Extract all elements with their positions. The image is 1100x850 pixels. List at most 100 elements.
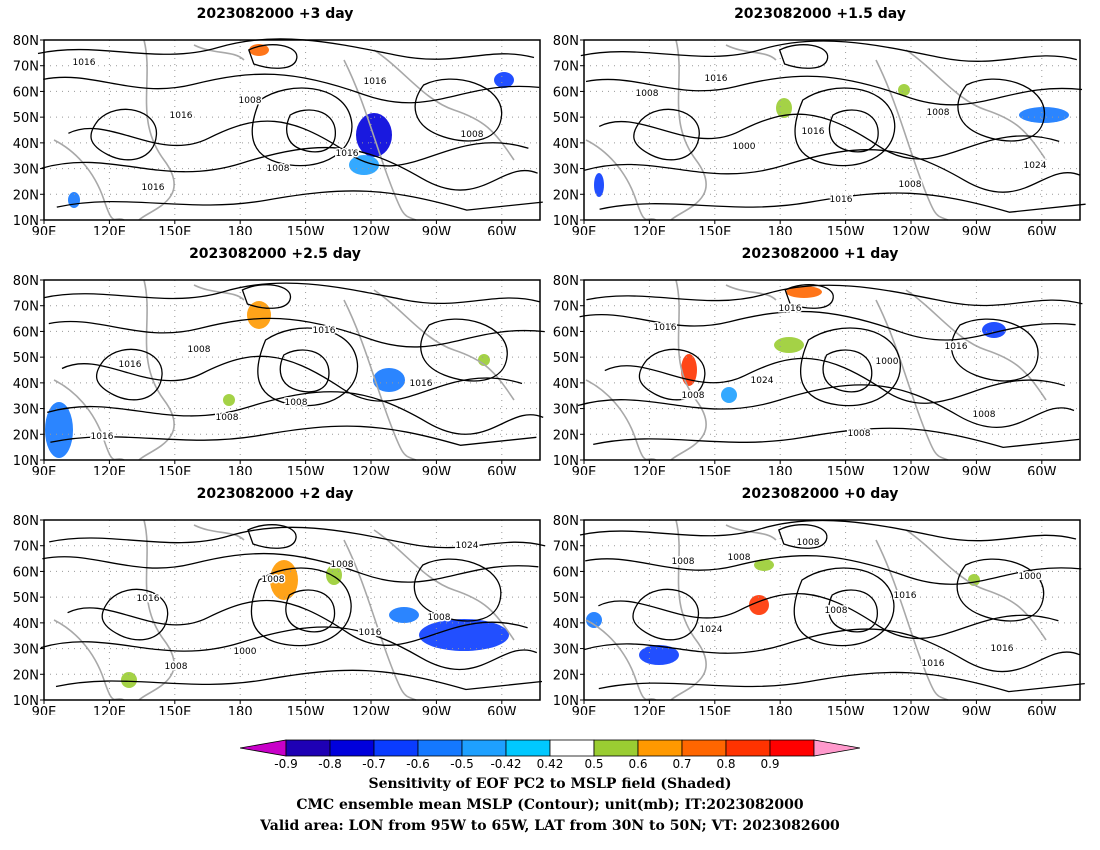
contour-label: 1008 bbox=[825, 606, 848, 616]
lon-tick-label: 150W bbox=[827, 705, 865, 715]
contour-label: 1008 bbox=[672, 557, 695, 567]
coastline bbox=[725, 44, 777, 61]
sensitivity-shading bbox=[586, 612, 602, 628]
mslp-contour bbox=[778, 44, 829, 69]
mslp-contour bbox=[42, 552, 539, 583]
map-frame bbox=[43, 39, 541, 221]
sensitivity-shading bbox=[270, 560, 298, 600]
contour-label: 1016 bbox=[894, 591, 917, 601]
coastline bbox=[138, 279, 175, 461]
map-area: 1016 1008 1016 1016 1016 1008 1008 bbox=[43, 279, 545, 461]
contour-label: 1016 bbox=[830, 195, 853, 205]
colorbar-segment bbox=[725, 739, 771, 757]
lat-tick-label: 30N bbox=[553, 403, 579, 418]
lon-tick-label: 60W bbox=[1027, 705, 1057, 715]
lon-tick-label: 150E bbox=[698, 705, 731, 715]
sensitivity-shading bbox=[786, 286, 822, 298]
panel-title: 2023082000 +1 day bbox=[741, 246, 899, 262]
colorbar-label: -0.7 bbox=[362, 757, 386, 771]
lon-tick-label: 90E bbox=[32, 705, 57, 715]
contour-label: 1016 bbox=[922, 659, 945, 669]
colorbar-label: -0.5 bbox=[450, 757, 474, 771]
lat-tick-label: 20N bbox=[13, 428, 39, 443]
coastline bbox=[193, 44, 245, 61]
mslp-contour bbox=[286, 109, 336, 153]
lon-tick-label: 120W bbox=[352, 225, 390, 235]
contour-label: 1016 bbox=[654, 323, 677, 333]
mslp-contour bbox=[584, 149, 1081, 193]
lon-tick-label: 60W bbox=[487, 225, 517, 235]
mslp-contour bbox=[777, 524, 828, 549]
coastline bbox=[373, 529, 515, 641]
mslp-contour bbox=[585, 555, 1082, 585]
mslp-contour bbox=[957, 78, 1046, 142]
lon-tick-label: 180 bbox=[228, 465, 253, 475]
sensitivity-shading bbox=[494, 72, 514, 88]
sensitivity-shading bbox=[594, 173, 604, 197]
mslp-contour bbox=[241, 284, 292, 309]
contour-label: 1000 bbox=[234, 647, 257, 657]
contour-label: 1016 bbox=[802, 127, 825, 137]
lon-tick-label: 120E bbox=[93, 225, 126, 235]
mslp-contour bbox=[43, 73, 540, 104]
contour-label: 1008 bbox=[267, 164, 290, 174]
lon-tick-label: 150E bbox=[698, 225, 731, 235]
mslp-contour bbox=[90, 108, 158, 161]
lon-tick-label: 180 bbox=[228, 225, 253, 235]
sensitivity-shading bbox=[721, 387, 737, 403]
mslp-contour bbox=[43, 282, 540, 305]
panel-title: 2023082000 +2 day bbox=[196, 486, 354, 502]
lat-tick-label: 30N bbox=[13, 643, 39, 658]
lat-tick-label: 20N bbox=[13, 188, 39, 203]
mslp-contour bbox=[632, 588, 700, 641]
map-area: 1016 1016 1008 1016 1008 1016 1008 1016 bbox=[37, 38, 543, 221]
lat-tick-label: 10N bbox=[553, 454, 579, 469]
contour-label: 1008 bbox=[728, 553, 751, 563]
lon-tick-label: 60W bbox=[1027, 225, 1057, 235]
mslp-contour bbox=[586, 284, 1083, 307]
contour-label: 1000 bbox=[876, 357, 899, 367]
coastline bbox=[138, 519, 175, 701]
mslp-contour bbox=[638, 348, 706, 401]
lat-tick-label: 50N bbox=[553, 351, 579, 366]
colorbar-segment bbox=[505, 739, 551, 757]
lat-tick-label: 70N bbox=[553, 60, 579, 75]
colorbar-max-triangle bbox=[813, 739, 860, 757]
colorbar-label: 0.8 bbox=[716, 757, 736, 771]
lat-tick-label: 10N bbox=[13, 694, 39, 709]
lat-tick-label: 60N bbox=[553, 325, 579, 340]
coastline bbox=[905, 49, 1047, 161]
mslp-contour bbox=[420, 318, 508, 382]
mslp-contour bbox=[604, 357, 1065, 404]
mslp-contour bbox=[101, 588, 169, 641]
lat-tick-label: 10N bbox=[553, 214, 579, 229]
lon-tick-label: 180 bbox=[768, 225, 793, 235]
lon-tick-label: 90W bbox=[422, 465, 452, 475]
map-plot: 1016 1008 1016 1016 1016 1008 1008 80N 70N 60N 50N… bbox=[13, 274, 545, 475]
map-area: 1008 1008 1016 1024 1016 1000 1008 1008 bbox=[40, 519, 546, 701]
sensitivity-shading bbox=[121, 672, 137, 688]
mslp-contour bbox=[598, 671, 1085, 693]
lon-tick-label: 120W bbox=[892, 225, 930, 235]
mslp-contour bbox=[956, 558, 1045, 622]
lat-tick-label: 70N bbox=[13, 60, 39, 75]
mslp-contour bbox=[250, 567, 352, 647]
colorbar-label: 0.9 bbox=[760, 757, 780, 771]
lon-tick-label: 120E bbox=[633, 705, 666, 715]
mslp-contour bbox=[828, 109, 879, 153]
sensitivity-shading bbox=[389, 607, 419, 623]
colorbar-label: 0.42 bbox=[536, 757, 564, 771]
contour-label: 1016 bbox=[91, 432, 114, 442]
panel-title: 2023082000 +1.5 day bbox=[734, 6, 906, 22]
mslp-contour bbox=[828, 589, 878, 633]
lon-tick-label: 90W bbox=[422, 225, 452, 235]
coastline bbox=[343, 539, 417, 701]
panel-title: 2023082000 +2.5 day bbox=[189, 246, 361, 262]
contour-label: 1016 bbox=[705, 74, 728, 84]
map-frame bbox=[583, 279, 1081, 461]
map-background bbox=[584, 280, 1080, 460]
contour-label: 1008 bbox=[797, 538, 820, 548]
lat-tick-label: 40N bbox=[13, 617, 39, 632]
map-plot: 1008 1016 1000 1008 1016 1024 1008 1016 80N 70N 60… bbox=[553, 274, 1083, 475]
panel-3: 2023082000 +2.5 day 1016 1008 1016 1016 1016… bbox=[0, 240, 550, 475]
